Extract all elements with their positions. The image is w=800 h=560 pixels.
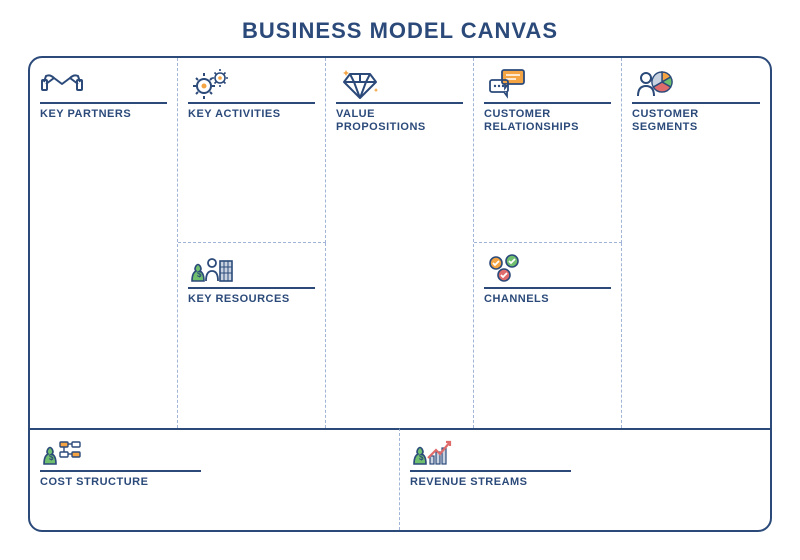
segments-icon bbox=[632, 66, 680, 100]
page-title: BUSINESS MODEL CANVAS bbox=[242, 18, 558, 44]
cell-channels: CHANNELS bbox=[474, 243, 622, 428]
cell-customer-segments: CUSTOMER SEGMENTS bbox=[622, 58, 770, 428]
canvas-grid: KEY PARTNERS KEY ACTIVITIES bbox=[28, 56, 772, 532]
resources-icon: $ bbox=[188, 251, 236, 285]
label-key-activities: KEY ACTIVITIES bbox=[188, 108, 281, 121]
cell-key-partners: KEY PARTNERS bbox=[30, 58, 178, 428]
cell-revenue-streams: $ REVENUE STREAMS bbox=[400, 428, 770, 530]
revenue-icon: $ bbox=[410, 434, 458, 468]
cell-customer-relationships: CUSTOMER RELATIONSHIPS bbox=[474, 58, 622, 243]
label-cost-structure: COST STRUCTURE bbox=[40, 476, 148, 489]
cell-key-activities: KEY ACTIVITIES bbox=[178, 58, 326, 243]
label-customer-segments: CUSTOMER SEGMENTS bbox=[632, 108, 760, 134]
chat-icon bbox=[484, 66, 532, 100]
label-key-resources: KEY RESOURCES bbox=[188, 293, 290, 306]
label-key-partners: KEY PARTNERS bbox=[40, 108, 131, 121]
label-revenue-streams: REVENUE STREAMS bbox=[410, 476, 528, 489]
cost-icon: $ bbox=[40, 434, 88, 468]
gears-icon bbox=[188, 66, 236, 100]
channels-icon bbox=[484, 251, 532, 285]
cell-cost-structure: $ COST STRUCTURE bbox=[30, 428, 400, 530]
cell-key-resources: $ KEY RESOURCES bbox=[178, 243, 326, 428]
label-channels: CHANNELS bbox=[484, 293, 549, 306]
svg-text:$: $ bbox=[197, 270, 202, 279]
svg-text:$: $ bbox=[419, 453, 424, 462]
svg-text:$: $ bbox=[49, 453, 54, 462]
label-value-propositions: VALUE PROPOSITIONS bbox=[336, 108, 463, 134]
diamond-icon bbox=[336, 66, 384, 100]
handshake-icon bbox=[40, 66, 88, 100]
label-customer-relationships: CUSTOMER RELATIONSHIPS bbox=[484, 108, 611, 134]
cell-value-propositions: VALUE PROPOSITIONS bbox=[326, 58, 474, 428]
